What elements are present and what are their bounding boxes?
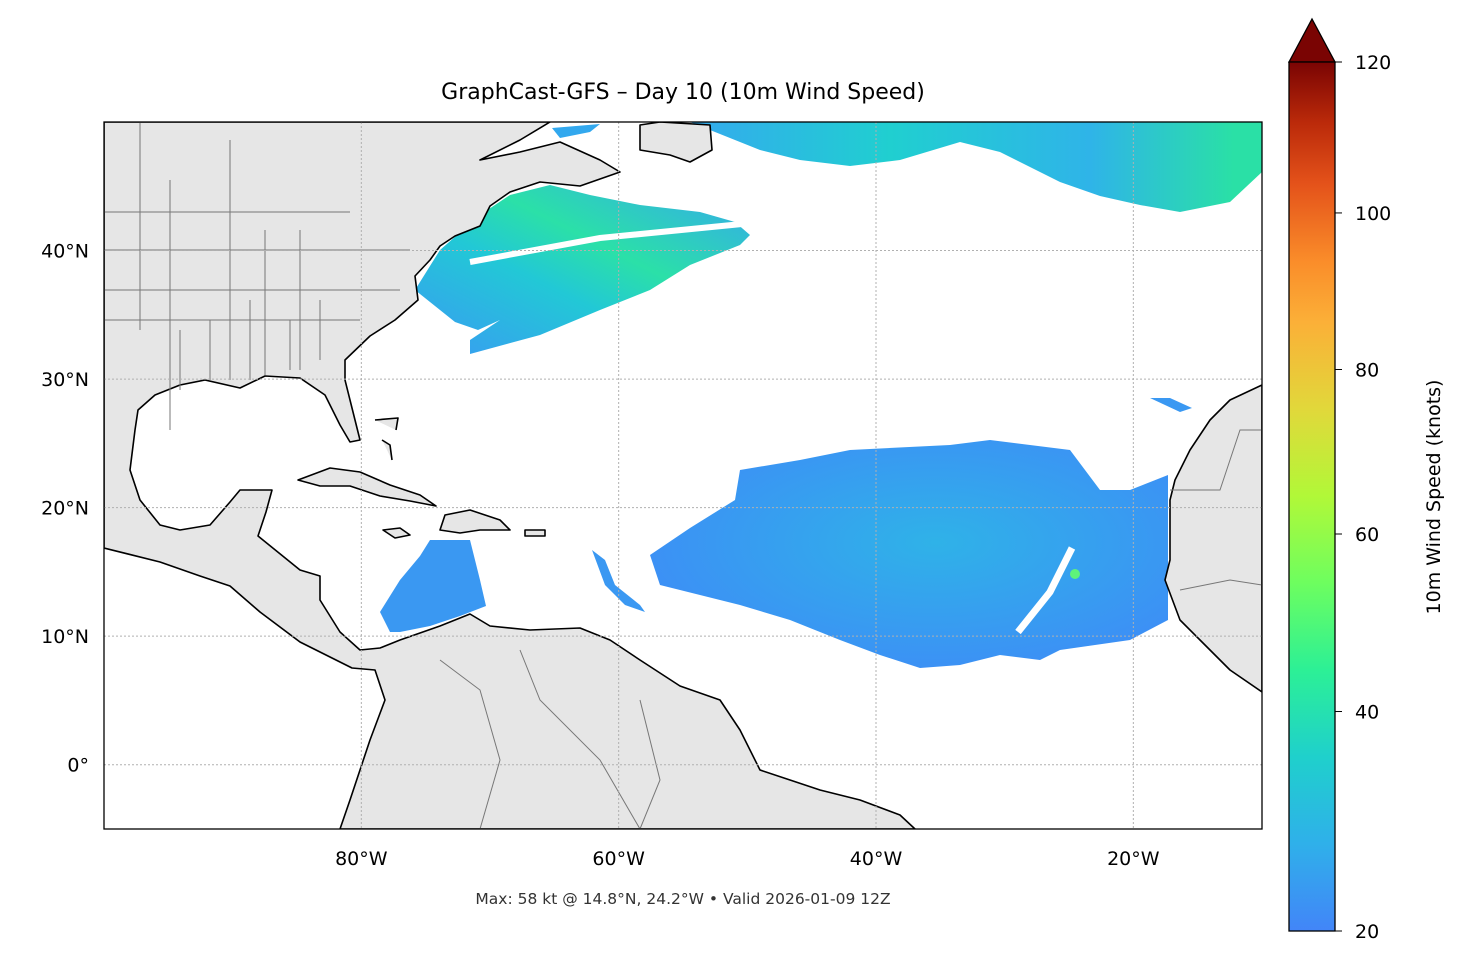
map-axis-ticks: 80°W 60°W 40°W 20°W 0° 10°N 20°N 30°N 40°N (41, 241, 1160, 870)
footer-info: Max: 58 kt @ 14.8°N, 24.2°W • Valid 2026… (475, 890, 890, 908)
colorbar: 20 40 60 80 100 120 10m Wind Speed (knots) (1287, 17, 1445, 943)
colorbar-ticks: 20 40 60 80 100 120 (1335, 52, 1391, 943)
jamaica (382, 527, 411, 539)
colorbar-tick-label: 120 (1355, 52, 1391, 74)
lat-tick-label: 10°N (41, 626, 89, 648)
lon-tick-label: 20°W (1107, 848, 1160, 870)
hispaniola (439, 509, 511, 534)
lat-tick-label: 20°N (41, 498, 89, 520)
gridlines (104, 122, 1262, 829)
colorbar-tick-label: 20 (1355, 921, 1379, 943)
colorbar-extend-triangle (1287, 17, 1337, 63)
wind-max-spot (1070, 569, 1080, 579)
wind-area-north-atlantic (690, 122, 1262, 212)
bahamas (374, 417, 399, 461)
wind-area-lesser-antilles (592, 550, 645, 612)
colorbar-gradient (1288, 61, 1336, 932)
wind-area-gulf-stlawrence (552, 124, 600, 138)
lat-tick-label: 0° (67, 755, 89, 777)
lon-tick-label: 80°W (335, 848, 388, 870)
wind-gap-tropical (1015, 546, 1076, 635)
wind-gap (469, 221, 743, 265)
map-frame (103, 121, 1263, 830)
land (104, 122, 1262, 829)
lon-tick-label: 40°W (850, 848, 903, 870)
wind-area-canaries (1150, 398, 1192, 412)
country-borders (439, 429, 1262, 829)
colorbar-tick-label: 100 (1355, 203, 1391, 225)
colorbar-tick-label: 80 (1355, 360, 1379, 382)
wind-area-caribbean (380, 540, 486, 632)
cuba (297, 467, 437, 507)
lon-tick-label: 60°W (592, 848, 645, 870)
puerto-rico (524, 529, 546, 537)
americas-landmass (104, 122, 916, 829)
chart-title: GraphCast-GFS – Day 10 (10m Wind Speed) (441, 80, 925, 105)
wind-area-northeast-us (415, 185, 750, 354)
map-area (104, 122, 1262, 829)
state-borders (104, 122, 410, 430)
africa (1164, 384, 1262, 693)
colorbar-tick-label: 40 (1355, 702, 1379, 724)
colorbar-tick-label: 60 (1355, 524, 1379, 546)
lat-tick-label: 30°N (41, 369, 89, 391)
colorbar-label: 10m Wind Speed (knots) (1423, 380, 1445, 615)
lat-tick-label: 40°N (41, 241, 89, 263)
